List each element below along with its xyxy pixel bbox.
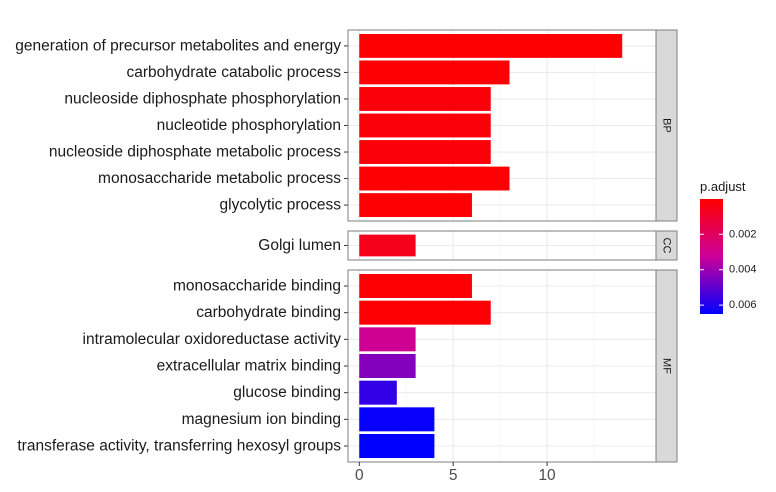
category-label: transferase activity, transferring hexos… <box>17 438 341 455</box>
bar <box>359 327 416 352</box>
bar <box>359 354 416 378</box>
x-tick-label: 0 <box>355 467 364 484</box>
bar <box>359 434 435 458</box>
bar <box>359 300 491 325</box>
category-label: glucose binding <box>233 384 341 401</box>
category-label: glycolytic process <box>220 197 342 214</box>
category-label: extracellular matrix binding <box>157 358 341 375</box>
category-label: generation of precursor metabolites and … <box>15 37 341 54</box>
category-label: nucleoside diphosphate phosphorylation <box>64 90 341 107</box>
bar <box>359 140 491 164</box>
bar <box>359 166 510 191</box>
plot-area: generation of precursor metabolites and … <box>15 29 678 484</box>
legend-colorbar <box>700 199 723 314</box>
legend-title: p.adjust <box>700 179 746 194</box>
facet-strip <box>655 230 678 261</box>
category-label: monosaccharide binding <box>173 278 341 295</box>
bar <box>359 380 397 405</box>
facet-strip <box>655 269 678 463</box>
bar <box>359 193 472 218</box>
category-label: Golgi lumen <box>258 237 341 254</box>
bar <box>359 60 510 85</box>
bar <box>359 234 416 257</box>
category-label: nucleotide phosphorylation <box>157 117 341 134</box>
legend-tick-label: 0.002 <box>729 228 757 240</box>
legend-tick-label: 0.006 <box>729 299 757 311</box>
facet-strip-label: CC <box>661 238 673 254</box>
x-tick-label: 5 <box>449 467 458 484</box>
bar <box>359 87 491 111</box>
category-label: monosaccharide metabolic process <box>98 170 341 187</box>
bar <box>359 113 491 138</box>
bar <box>359 33 623 58</box>
facet-strip-label: BP <box>661 118 673 133</box>
legend-tick-label: 0.004 <box>729 264 757 276</box>
category-label: magnesium ion binding <box>182 411 341 428</box>
facet-strip-label: MF <box>661 358 673 374</box>
x-tick-label: 10 <box>538 467 556 484</box>
category-label: intramolecular oxidoreductase activity <box>83 331 342 348</box>
category-label: carbohydrate binding <box>196 304 341 321</box>
bar <box>359 407 435 432</box>
facet-strip <box>655 29 678 222</box>
category-label: nucleoside diphosphate metabolic process <box>49 144 341 161</box>
bar <box>359 274 472 298</box>
legend-ticks: 0.002 0.004 0.006 <box>700 228 757 311</box>
color-legend: p.adjust 0.002 0.004 0.006 <box>700 179 757 314</box>
category-label: carbohydrate catabolic process <box>126 64 341 81</box>
